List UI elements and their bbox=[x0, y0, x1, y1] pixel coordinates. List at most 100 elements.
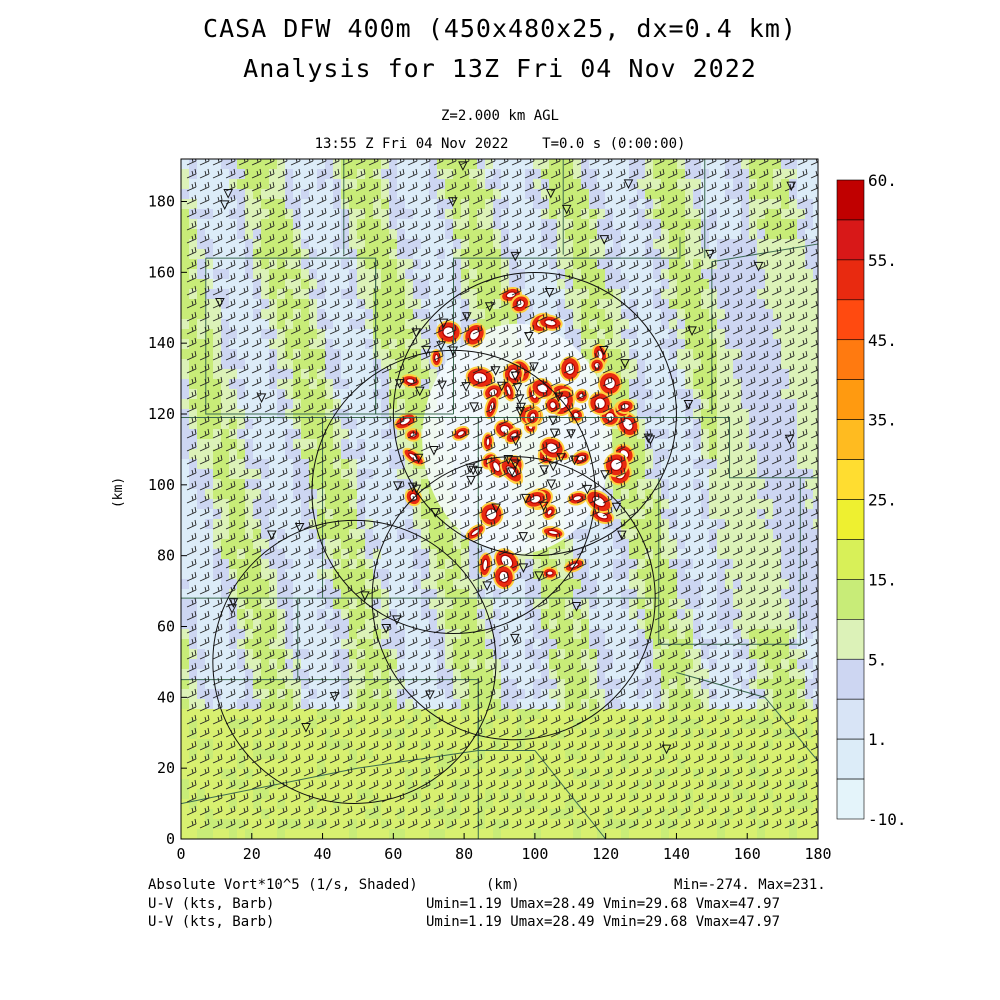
field-cell bbox=[813, 619, 818, 630]
field-cell bbox=[813, 209, 818, 220]
field-cell bbox=[653, 349, 662, 360]
field-cell bbox=[733, 459, 742, 470]
field-cell bbox=[693, 489, 702, 500]
field-cell bbox=[461, 719, 470, 730]
field-cell bbox=[717, 729, 726, 740]
field-cell bbox=[589, 549, 598, 560]
field-cell bbox=[597, 639, 606, 650]
field-cell bbox=[685, 649, 694, 660]
field-cell bbox=[701, 269, 710, 280]
field-cell bbox=[669, 769, 678, 780]
field-cell bbox=[557, 199, 566, 210]
field-cell bbox=[605, 769, 614, 780]
field-cell bbox=[213, 579, 222, 590]
field-cell bbox=[445, 779, 454, 790]
field-cell bbox=[189, 439, 198, 450]
field-cell bbox=[237, 539, 246, 550]
field-cell bbox=[757, 319, 766, 330]
field-cell bbox=[525, 269, 534, 280]
field-cell bbox=[765, 729, 774, 740]
field-cell bbox=[213, 309, 222, 320]
field-cell bbox=[469, 229, 478, 240]
field-cell bbox=[613, 319, 622, 330]
field-cell bbox=[469, 609, 478, 620]
field-cell bbox=[789, 589, 798, 600]
field-cell bbox=[605, 709, 614, 720]
field-cell bbox=[661, 739, 670, 750]
field-cell bbox=[701, 609, 710, 620]
field-cell bbox=[717, 439, 726, 450]
field-cell bbox=[269, 259, 278, 270]
field-cell bbox=[349, 609, 358, 620]
field-cell bbox=[477, 279, 486, 290]
field-cell bbox=[725, 699, 734, 710]
field-cell bbox=[549, 279, 558, 290]
field-cell bbox=[453, 199, 462, 210]
field-cell bbox=[325, 629, 334, 640]
field-cell bbox=[741, 469, 750, 480]
field-cell bbox=[373, 759, 382, 770]
field-cell bbox=[253, 509, 262, 520]
field-cell bbox=[685, 679, 694, 690]
field-cell bbox=[765, 689, 774, 700]
field-cell bbox=[349, 399, 358, 410]
field-cell bbox=[253, 639, 262, 650]
field-cell bbox=[805, 299, 814, 310]
field-cell bbox=[741, 429, 750, 440]
field-cell bbox=[757, 599, 766, 610]
field-cell bbox=[285, 229, 294, 240]
field-cell bbox=[613, 199, 622, 210]
field-cell bbox=[317, 189, 326, 200]
field-cell bbox=[765, 249, 774, 260]
field-cell bbox=[269, 679, 278, 690]
field-cell bbox=[341, 559, 350, 570]
field-cell bbox=[293, 259, 302, 270]
field-cell bbox=[501, 189, 510, 200]
field-cell bbox=[509, 649, 518, 660]
field-cell bbox=[733, 369, 742, 380]
field-cell bbox=[557, 559, 566, 570]
field-cell bbox=[749, 669, 758, 680]
field-cell bbox=[493, 649, 502, 660]
field-cell bbox=[621, 509, 630, 520]
field-cell bbox=[285, 339, 294, 350]
field-cell bbox=[405, 589, 414, 600]
field-cell bbox=[325, 569, 334, 580]
field-cell bbox=[605, 199, 614, 210]
field-cell bbox=[525, 689, 534, 700]
field-cell bbox=[477, 289, 486, 300]
field-cell bbox=[629, 549, 638, 560]
field-cell bbox=[533, 739, 542, 750]
field-cell bbox=[805, 639, 814, 650]
field-cell bbox=[245, 769, 254, 780]
field-cell bbox=[813, 469, 818, 480]
field-cell bbox=[293, 779, 302, 790]
field-cell bbox=[733, 689, 742, 700]
field-cell bbox=[789, 509, 798, 520]
field-cell bbox=[781, 449, 790, 460]
field-cell bbox=[349, 419, 358, 430]
field-cell bbox=[261, 319, 270, 330]
field-cell bbox=[717, 339, 726, 350]
field-cell bbox=[757, 669, 766, 680]
field-cell bbox=[197, 689, 206, 700]
field-cell bbox=[749, 659, 758, 670]
field-cell bbox=[421, 339, 430, 350]
field-cell bbox=[717, 249, 726, 260]
field-cell bbox=[413, 559, 422, 570]
field-cell bbox=[421, 469, 430, 480]
field-cell bbox=[789, 549, 798, 560]
field-cell bbox=[781, 749, 790, 760]
field-cell bbox=[621, 489, 630, 500]
field-cell bbox=[341, 229, 350, 240]
field-cell bbox=[221, 469, 230, 480]
field-cell bbox=[813, 709, 818, 720]
field-cell bbox=[757, 219, 766, 230]
field-cell bbox=[781, 349, 790, 360]
field-cell bbox=[381, 629, 390, 640]
field-cell bbox=[269, 769, 278, 780]
field-cell bbox=[589, 709, 598, 720]
field-cell bbox=[421, 179, 430, 190]
field-cell bbox=[421, 369, 430, 380]
